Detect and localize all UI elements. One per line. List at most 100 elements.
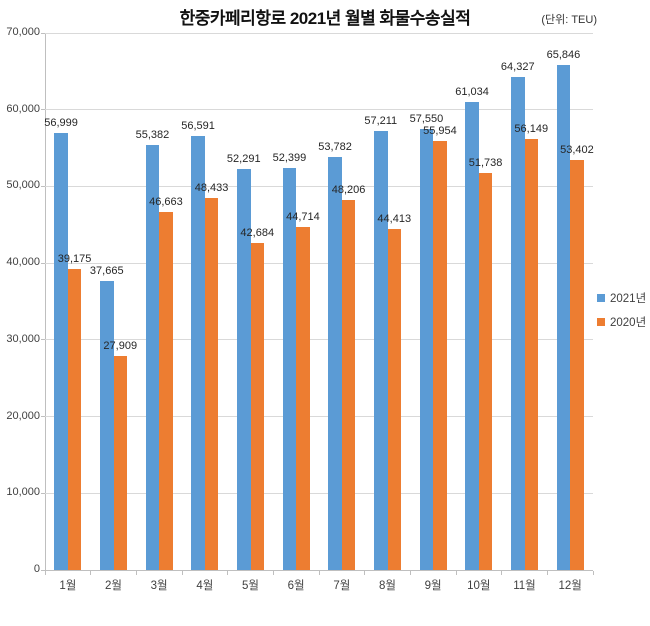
plot-area: 0 10,000 20,000 30,000 40,000 50,000 60,000 70,…: [6, 26, 593, 592]
y-axis-tick: [41, 339, 45, 341]
y-tick-label: 70,000: [6, 26, 40, 38]
legend-label-2020: 2020년: [610, 317, 647, 329]
y-axis-line: [45, 33, 46, 570]
bar-2021년-11월: [511, 76, 525, 570]
x-tick-label: 9월: [424, 580, 442, 592]
bar-value-label: 44,714: [286, 210, 320, 223]
bar-2020년-5월: [250, 242, 264, 570]
gridline: [45, 32, 593, 34]
y-tick-label: 60,000: [6, 102, 40, 115]
y-tick-label: 50,000: [6, 179, 40, 192]
x-axis-tick: [501, 571, 503, 575]
x-axis-tick: [135, 571, 137, 575]
bar-2020년-3월: [159, 212, 173, 570]
bar-value-label: 48,206: [331, 184, 366, 197]
x-axis-tick: [318, 571, 320, 575]
y-tick-label: 20,000: [6, 409, 40, 422]
x-axis-tick: [90, 571, 92, 575]
x-tick-label: 5월: [241, 580, 259, 592]
bar-value-label: 56,149: [514, 123, 549, 136]
bar-2020년-4월: [204, 198, 219, 570]
gridline: [45, 339, 593, 341]
bar-value-label: 64,327: [500, 60, 535, 73]
x-tick-label: 7월: [333, 580, 351, 592]
bar-value-label: 42,684: [240, 226, 275, 239]
x-tick-label: 2월: [104, 580, 122, 592]
bar-2021년-4월: [191, 135, 205, 570]
gridline: [45, 492, 593, 494]
bar-value-label: 57,211: [364, 115, 398, 128]
bar-2021년-3월: [145, 145, 160, 570]
unit-label: (단위: TEU): [541, 14, 597, 26]
bar-2021년-6월: [282, 168, 297, 570]
x-tick-label: 11월: [513, 580, 536, 592]
bar-value-label: 37,665: [89, 265, 124, 278]
bar-value-label: 27,909: [103, 339, 138, 352]
x-axis-tick: [455, 571, 457, 575]
chart-title: 한중카페리항로 2021년 월별 화물수송실적: [179, 9, 471, 28]
bar-2021년-8월: [374, 131, 388, 570]
x-tick-label: 10월: [467, 580, 491, 592]
bar-value-label: 55,954: [423, 124, 457, 137]
y-tick-label: 10,000: [6, 486, 40, 499]
legend-swatch-2020: [597, 318, 605, 326]
legend-item-2020: 2020년: [597, 314, 646, 330]
bar-value-label: 52,291: [226, 152, 261, 165]
x-axis-line: [45, 570, 593, 571]
bar-value-label: 53,402: [560, 144, 594, 157]
bar-value-label: 46,663: [149, 196, 183, 209]
x-tick-label: 12월: [558, 580, 582, 592]
legend-swatch-2021: [597, 294, 605, 302]
x-axis-tick: [546, 571, 548, 575]
bar-2020년-6월: [296, 226, 310, 570]
legend-item-2021: 2021년: [597, 290, 646, 306]
legend: 2021년 2020년: [597, 290, 646, 338]
bar-2021년-9월: [419, 128, 434, 570]
gridline: [45, 262, 593, 264]
bar-2021년-12월: [556, 64, 571, 570]
legend-label-2021: 2021년: [610, 293, 647, 305]
y-axis-tick: [41, 185, 45, 187]
bar-value-label: 52,399: [272, 152, 307, 165]
x-tick-label: 8월: [378, 580, 396, 592]
bar-2020년-1월: [67, 269, 82, 570]
y-axis-tick: [41, 492, 45, 494]
y-axis-tick: [41, 262, 45, 264]
x-axis-tick: [181, 571, 183, 575]
bar-value-label: 56,999: [44, 116, 78, 129]
bar-value-label: 51,738: [468, 157, 503, 170]
x-axis-tick: [409, 571, 411, 575]
bar-value-label: 48,433: [194, 182, 229, 195]
bar-2020년-12월: [570, 160, 584, 570]
bar-2021년-5월: [237, 168, 251, 570]
x-axis-tick: [272, 571, 274, 575]
y-axis-tick: [41, 109, 45, 111]
bar-value-label: 57,550: [409, 112, 444, 125]
gridline: [45, 185, 593, 187]
x-axis-tick: [44, 571, 46, 575]
bar-2021년-10월: [465, 101, 479, 570]
x-tick-label: 1월: [59, 580, 77, 592]
y-axis-tick: [41, 416, 45, 418]
bar-value-label: 39,175: [57, 253, 92, 266]
bar-2021년-1월: [54, 132, 68, 570]
bar-value-label: 56,591: [181, 119, 215, 132]
y-tick-label: 0: [33, 563, 40, 575]
y-tick-label: 40,000: [6, 256, 40, 269]
x-tick-label: 3월: [150, 580, 168, 592]
gridline: [45, 416, 593, 418]
bar-2020년-9월: [433, 140, 447, 570]
y-tick-label: 30,000: [6, 332, 40, 345]
bar-value-label: 55,382: [135, 129, 170, 142]
gridline: [45, 109, 593, 111]
bar-value-label: 44,413: [377, 213, 412, 226]
x-axis-tick: [364, 571, 366, 575]
bar-value-label: 65,846: [546, 48, 581, 61]
bar-value-label: 61,034: [455, 85, 489, 98]
x-tick-label: 4월: [196, 580, 214, 592]
x-tick-label: 6월: [287, 580, 305, 592]
bar-2021년-2월: [100, 281, 114, 570]
bar-2020년-8월: [387, 229, 401, 570]
x-axis-tick: [227, 571, 229, 575]
